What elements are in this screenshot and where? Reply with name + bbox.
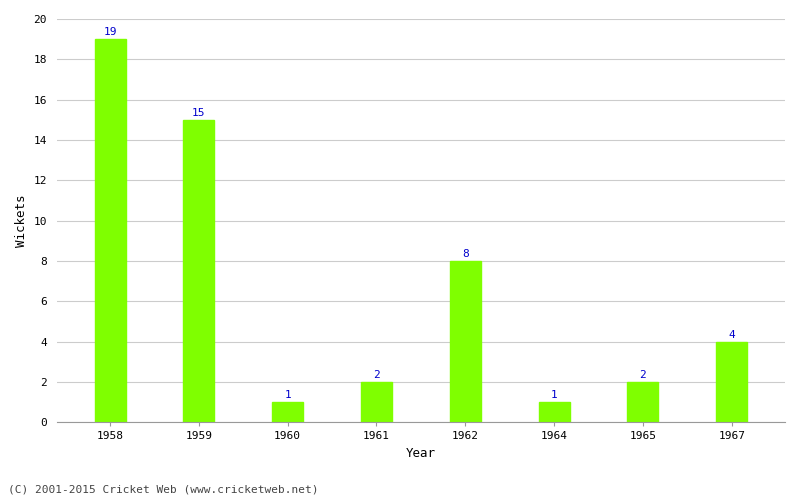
Bar	[450, 261, 481, 422]
Text: 4: 4	[728, 330, 735, 340]
Text: 1: 1	[550, 390, 558, 400]
Bar	[183, 120, 214, 422]
Text: 2: 2	[639, 370, 646, 380]
Bar	[716, 342, 747, 422]
X-axis label: Year: Year	[406, 447, 436, 460]
Bar	[627, 382, 658, 422]
Bar	[272, 402, 303, 422]
Text: 19: 19	[103, 27, 117, 37]
Bar	[94, 39, 126, 422]
Text: 1: 1	[284, 390, 291, 400]
Text: 8: 8	[462, 249, 469, 259]
Text: (C) 2001-2015 Cricket Web (www.cricketweb.net): (C) 2001-2015 Cricket Web (www.cricketwe…	[8, 485, 318, 495]
Y-axis label: Wickets: Wickets	[15, 194, 28, 247]
Bar	[361, 382, 392, 422]
Text: 2: 2	[373, 370, 380, 380]
Text: 15: 15	[192, 108, 206, 118]
Bar	[538, 402, 570, 422]
